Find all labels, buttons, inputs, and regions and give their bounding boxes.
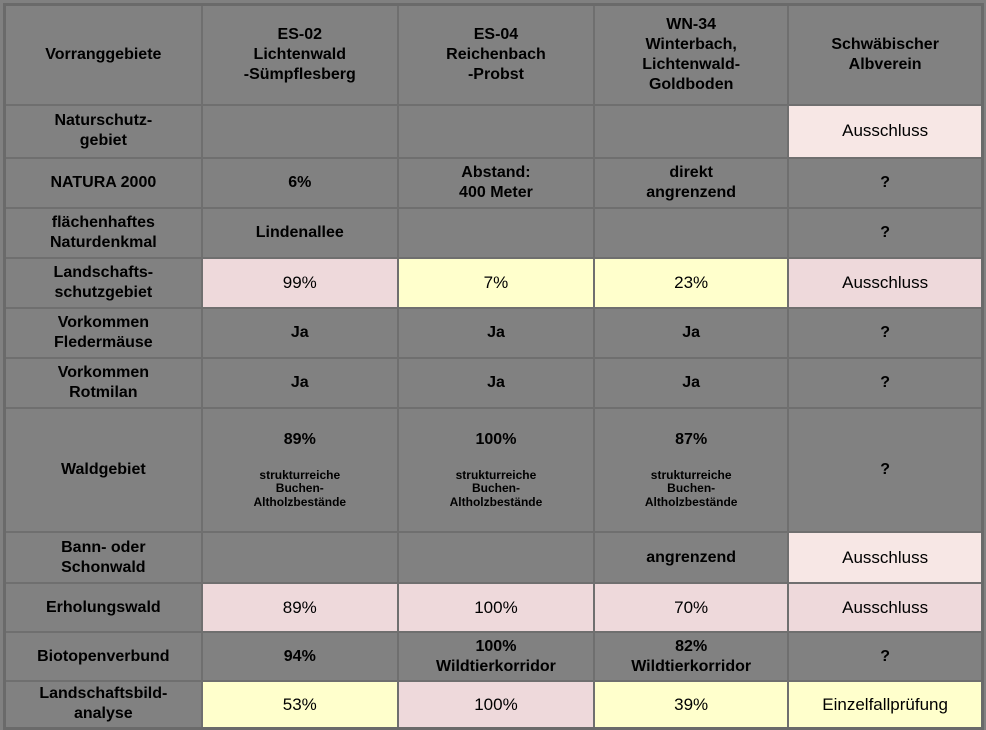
table-cell: 89% xyxy=(200,582,399,634)
table-cell: Ja xyxy=(396,306,596,359)
cell-main-value: 89% xyxy=(283,430,316,448)
table-cell xyxy=(396,103,596,159)
table-cell: ? xyxy=(787,156,984,209)
table-cell: 23% xyxy=(593,256,790,309)
table-row: Landschaftsbild- analyse 53% 100% 39% Ei… xyxy=(3,680,984,730)
table-cell: 7% xyxy=(396,256,596,309)
table-cell: Ja xyxy=(396,356,596,409)
row-label-bann-oder-schonwald: Bann- oder Schonwald xyxy=(3,531,203,585)
table-row: Biotopenverbund 94% 100% Wildtierkorrido… xyxy=(3,631,984,683)
table-cell: Ja xyxy=(200,306,399,359)
table-cell: 100% xyxy=(396,680,596,730)
header-row: Vorranggebiete ES-02 Lichtenwald -Sümpfl… xyxy=(3,3,984,106)
row-label-vorkommen-rotmilan: Vorkommen Rotmilan xyxy=(3,356,203,409)
cell-sub-note: strukturreiche Buchen- Altholzbestände xyxy=(253,467,347,510)
table-cell: 100% Wildtierkorridor xyxy=(396,631,596,683)
table-cell xyxy=(200,531,399,585)
table-cell: ? xyxy=(787,356,984,409)
table-cell xyxy=(593,206,790,259)
table-cell xyxy=(396,206,596,259)
row-label-naturschutzgebiet: Naturschutz- gebiet xyxy=(3,103,203,159)
table-row: Vorkommen Fledermäuse Ja Ja Ja ? xyxy=(3,306,984,359)
table-cell: Ausschluss xyxy=(787,103,984,159)
row-label-waldgebiet: Waldgebiet xyxy=(3,406,203,534)
table-cell: 89% strukturreiche Buchen- Altholzbestän… xyxy=(200,406,399,534)
table-cell: 6% xyxy=(200,156,399,209)
cell-sub-note: strukturreiche Buchen- Altholzbestände xyxy=(644,467,738,510)
table-row: Erholungswald 89% 100% 70% Ausschluss xyxy=(3,582,984,634)
table-cell: ? xyxy=(787,306,984,359)
table-cell: 94% xyxy=(200,631,399,683)
column-header-wn34: WN-34 Winterbach, Lichtenwald- Goldboden xyxy=(593,3,790,106)
table-row: Waldgebiet 89% strukturreiche Buchen- Al… xyxy=(3,406,984,534)
row-label-biotopenverbund: Biotopenverbund xyxy=(3,631,203,683)
table-row: Vorkommen Rotmilan Ja Ja Ja ? xyxy=(3,356,984,409)
row-label-vorkommen-fledermaeuse: Vorkommen Fledermäuse xyxy=(3,306,203,359)
table-cell: 100% xyxy=(396,582,596,634)
column-header-es04: ES-04 Reichenbach -Probst xyxy=(396,3,596,106)
table-cell: Ja xyxy=(593,356,790,409)
table-cell xyxy=(396,531,596,585)
table-cell: 82% Wildtierkorridor xyxy=(593,631,790,683)
table-cell: Ja xyxy=(593,306,790,359)
column-header-vorranggebiete: Vorranggebiete xyxy=(3,3,203,106)
table-cell: ? xyxy=(787,406,984,534)
table-cell: 100% strukturreiche Buchen- Altholzbestä… xyxy=(396,406,596,534)
column-header-schwaebischer-albverein: Schwäbischer Albverein xyxy=(787,3,984,106)
vorranggebiete-table: Vorranggebiete ES-02 Lichtenwald -Sümpfl… xyxy=(3,3,984,730)
table-cell: ? xyxy=(787,206,984,259)
row-label-landschaftsbildanalyse: Landschaftsbild- analyse xyxy=(3,680,203,730)
table-row: Naturschutz- gebiet Ausschluss xyxy=(3,103,984,159)
table-row: Landschafts- schutzgebiet 99% 7% 23% Aus… xyxy=(3,256,984,309)
cell-main-value: 100% xyxy=(475,430,517,448)
table-row: flächenhaftes Naturdenkmal Lindenallee ? xyxy=(3,206,984,259)
table-cell: Ja xyxy=(200,356,399,409)
table-cell: 70% xyxy=(593,582,790,634)
table-cell: 99% xyxy=(200,256,399,309)
table-cell: ? xyxy=(787,631,984,683)
table-row: Bann- oder Schonwald angrenzend Ausschlu… xyxy=(3,531,984,585)
cell-main-value: 87% xyxy=(675,430,708,448)
table-cell: angrenzend xyxy=(593,531,790,585)
table-cell: 53% xyxy=(200,680,399,730)
cell-sub-note: strukturreiche Buchen- Altholzbestände xyxy=(449,467,543,510)
table-cell: 39% xyxy=(593,680,790,730)
table-cell: Einzelfallprüfung xyxy=(787,680,984,730)
row-label-landschaftsschutzgebiet: Landschafts- schutzgebiet xyxy=(3,256,203,309)
table-cell: Ausschluss xyxy=(787,531,984,585)
table-cell: Lindenallee xyxy=(200,206,399,259)
table-cell: Ausschluss xyxy=(787,256,984,309)
table-cell xyxy=(593,103,790,159)
row-label-flaechenhaftes-naturdenkmal: flächenhaftes Naturdenkmal xyxy=(3,206,203,259)
column-header-es02: ES-02 Lichtenwald -Sümpflesberg xyxy=(200,3,399,106)
table-cell xyxy=(200,103,399,159)
table-cell: 87% strukturreiche Buchen- Altholzbestän… xyxy=(593,406,790,534)
row-label-erholungswald: Erholungswald xyxy=(3,582,203,634)
table-row: NATURA 2000 6% Abstand: 400 Meter direkt… xyxy=(3,156,984,209)
table-cell: direkt angrenzend xyxy=(593,156,790,209)
table-cell: Abstand: 400 Meter xyxy=(396,156,596,209)
row-label-natura-2000: NATURA 2000 xyxy=(3,156,203,209)
table-cell: Ausschluss xyxy=(787,582,984,634)
